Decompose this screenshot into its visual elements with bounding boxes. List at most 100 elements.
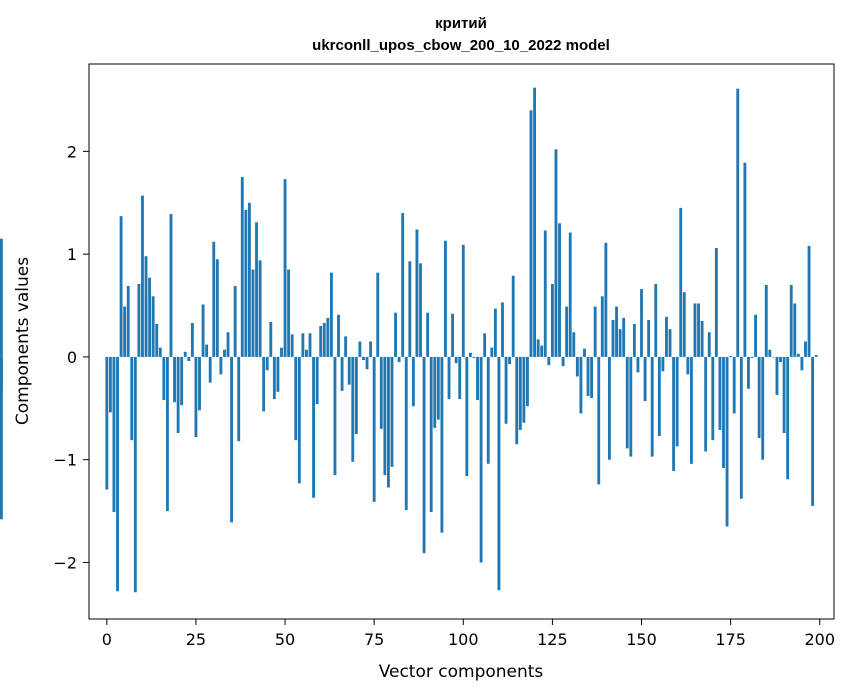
bar-8 — [133, 356, 137, 593]
bar-167 — [700, 320, 704, 357]
chart-title: критий — [435, 15, 487, 32]
bar-75 — [372, 356, 376, 502]
bar-58 — [312, 356, 315, 498]
bar-44 — [262, 356, 266, 412]
y-tick-label: 0 — [67, 348, 77, 367]
x-tick-label: 200 — [804, 630, 835, 649]
bar-61 — [322, 323, 326, 357]
bar-107 — [486, 356, 490, 464]
bar-128 — [561, 356, 565, 367]
bar-164 — [689, 356, 693, 464]
y-tick-label: 1 — [67, 245, 77, 264]
bar-130 — [568, 232, 572, 357]
bar-3 — [116, 356, 119, 592]
bar-103 — [472, 356, 476, 358]
bar-16 — [162, 356, 166, 401]
bar-182 — [754, 314, 757, 357]
bar-102 — [468, 352, 472, 357]
bar-81 — [394, 312, 397, 357]
bar-13 — [151, 296, 155, 357]
bar-174 — [725, 356, 729, 527]
bar-109 — [493, 308, 497, 357]
bar-186 — [768, 349, 772, 357]
bar-147 — [629, 356, 633, 457]
bar-83 — [401, 213, 405, 357]
bar-121 — [536, 339, 540, 357]
bar-43 — [258, 260, 262, 357]
bar-114 — [511, 275, 515, 357]
bar-149 — [636, 356, 640, 373]
bar-148 — [632, 324, 636, 357]
bar-32 — [219, 356, 223, 375]
bar-undefined — [0, 238, 3, 357]
bar-10 — [141, 195, 144, 357]
bar-100 — [461, 244, 465, 357]
bar-134 — [583, 348, 586, 357]
bar-18 — [169, 214, 173, 357]
bar-91 — [429, 356, 433, 513]
bar-142 — [611, 319, 615, 357]
bar-181 — [750, 356, 754, 358]
bar-169 — [707, 332, 711, 357]
bar-84 — [404, 356, 408, 511]
bar-49 — [280, 347, 283, 357]
bar-85 — [408, 261, 412, 357]
bar-191 — [786, 356, 790, 480]
bar-88 — [419, 263, 422, 357]
bar-40 — [247, 202, 251, 357]
bar-37 — [237, 356, 241, 442]
bar-19 — [173, 356, 176, 403]
x-tick-label: 125 — [537, 630, 568, 649]
bar-111 — [501, 302, 504, 357]
bar-176 — [732, 356, 736, 414]
x-axis-ticks: 0 25 50 75 100 125 150 175 200 — [102, 619, 835, 649]
bar-28 — [205, 344, 209, 357]
bar-89 — [422, 356, 426, 554]
bar-67 — [344, 336, 348, 357]
bar-46 — [269, 321, 273, 357]
bar-131 — [572, 332, 576, 357]
bar-64 — [333, 356, 337, 476]
bar-2 — [112, 356, 116, 513]
bar-93 — [436, 356, 440, 420]
bar-38 — [240, 177, 244, 357]
bar-9 — [137, 283, 141, 357]
bar-54 — [297, 356, 301, 484]
bar-14 — [155, 324, 159, 357]
bar-163 — [686, 356, 690, 375]
bar-171 — [714, 247, 718, 357]
bar-68 — [347, 356, 351, 385]
bar-153 — [650, 356, 654, 457]
bar-80 — [390, 356, 394, 467]
bar-6 — [126, 286, 130, 357]
bar-137 — [593, 306, 597, 357]
bar-145 — [622, 317, 626, 357]
bar-198 — [811, 356, 815, 506]
bar-195 — [800, 356, 804, 371]
bar-33 — [223, 349, 226, 357]
bar-87 — [415, 229, 419, 357]
bar-123 — [543, 230, 547, 357]
plot-frame — [88, 63, 835, 620]
bar-122 — [540, 345, 544, 357]
bar-62 — [326, 317, 330, 357]
bar-29 — [208, 356, 212, 383]
bar-65 — [337, 314, 340, 357]
bar-45 — [265, 356, 269, 371]
x-tick-label: 75 — [364, 630, 384, 649]
bar-30 — [212, 241, 216, 357]
bar-42 — [255, 222, 258, 357]
x-tick-label: 100 — [448, 630, 479, 649]
bar-119 — [529, 110, 533, 357]
bar-150 — [640, 289, 643, 357]
bar-57 — [308, 333, 312, 357]
bar-178 — [739, 356, 743, 499]
bar-165 — [693, 303, 697, 357]
bar-35 — [230, 356, 234, 523]
bar-144 — [618, 329, 622, 357]
bar-52 — [290, 334, 294, 357]
bar-161 — [679, 207, 683, 357]
bar-60 — [319, 326, 323, 357]
bar-79 — [387, 356, 390, 488]
bar-183 — [757, 356, 761, 439]
